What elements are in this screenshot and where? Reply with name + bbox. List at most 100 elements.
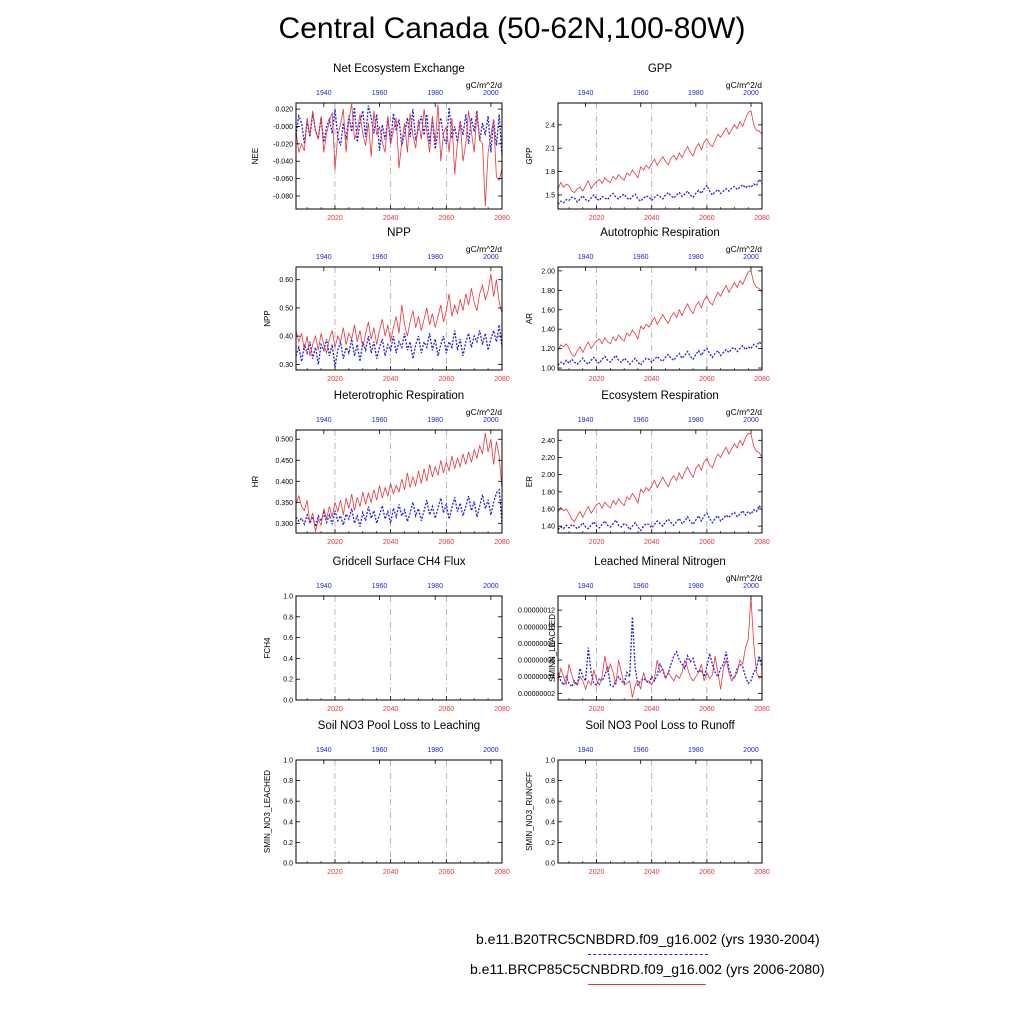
x-bottom-tick-label: 2040 [644, 539, 660, 546]
plot-frame [557, 595, 763, 701]
y-tick-label: 0.60 [279, 277, 293, 284]
series-historical-line [557, 504, 763, 532]
x-top-tick-label: 2000 [743, 254, 759, 261]
y-tick-label: 1.40 [541, 524, 555, 531]
x-bottom-tick-label: 2020 [589, 215, 605, 222]
x-top-tick-label: 2000 [483, 90, 499, 97]
y-axis-label: FCH4 [263, 637, 272, 658]
panel-npp: NPP gC/m^2/d 0.30 0.40 0.50 0.60 2020 2040 2060 2… [263, 227, 510, 383]
x-top-tick-label: 1960 [633, 417, 649, 424]
x-bottom-tick-label: 2040 [644, 869, 660, 876]
y-tick-label: 1.40 [541, 327, 555, 334]
panel-title: Ecosystem Respiration [601, 390, 719, 402]
series-future-line [557, 597, 763, 698]
x-bottom-tick-label: 2020 [589, 539, 605, 546]
x-bottom-tick-label: 2040 [383, 539, 399, 546]
x-bottom-tick-label: 2040 [644, 215, 660, 222]
y-tick-label: 0.0 [545, 861, 555, 868]
units-label: gC/m^2/d [466, 407, 502, 417]
y-axis-label: NPP [263, 310, 272, 326]
x-top-tick-label: 1960 [372, 417, 388, 424]
x-top-tick-label: 1980 [427, 254, 443, 261]
y-tick-label: 0.6 [545, 799, 555, 806]
y-tick-label: 0.0 [283, 861, 293, 868]
y-axis-label: SMIN_NO3_RUNOFF [525, 772, 534, 851]
x-bottom-tick-label: 2020 [327, 215, 343, 222]
x-bottom-tick-label: 2040 [644, 376, 660, 383]
x-bottom-tick-label: 2080 [754, 376, 770, 383]
x-top-tick-label: 1980 [427, 747, 443, 754]
x-top-tick-label: 1940 [316, 747, 332, 754]
y-axis-label: AR [525, 313, 534, 324]
y-tick-label: -0.060 [273, 176, 293, 183]
x-bottom-tick-label: 2080 [494, 215, 510, 222]
y-tick-label: -0.080 [273, 193, 293, 200]
x-bottom-tick-label: 2060 [699, 706, 715, 713]
y-tick-label: 1.60 [541, 506, 555, 513]
y-tick-label: 0.2 [545, 840, 555, 847]
y-axis-label: GPP [525, 148, 534, 165]
series-future-line [557, 432, 763, 523]
y-tick-label: 0.00000002 [518, 691, 555, 698]
y-axis-label: NEE [251, 148, 260, 164]
x-top-tick-label: 1980 [688, 254, 704, 261]
y-tick-label: 0.00000012 [518, 608, 555, 615]
y-tick-label: 0.500 [275, 437, 293, 444]
panel-title: Leached Mineral Nitrogen [594, 556, 726, 568]
x-top-tick-label: 1980 [427, 90, 443, 97]
legend-case1-swatch [588, 954, 708, 955]
x-bottom-tick-label: 2060 [699, 539, 715, 546]
series-future-line [295, 103, 503, 207]
y-axis-label: ER [525, 476, 534, 487]
x-bottom-tick-label: 2060 [439, 376, 455, 383]
x-bottom-tick-label: 2080 [754, 215, 770, 222]
x-top-tick-label: 2000 [743, 747, 759, 754]
x-bottom-tick-label: 2020 [589, 376, 605, 383]
y-tick-label: 1.0 [283, 758, 293, 765]
legend-case2-label: b.e11.BRCP85C5CNBDRD.f09_g16.002 (yrs 20… [470, 961, 825, 977]
y-tick-label: 0.00000008 [518, 641, 555, 648]
panel-smin-no3-runoff: Soil NO3 Pool Loss to Runoff 0.0 0.2 0.4 0.6… [525, 720, 770, 876]
y-tick-label: 0.6 [283, 635, 293, 642]
y-tick-label: -0.000 [273, 124, 293, 131]
x-bottom-tick-label: 2040 [383, 215, 399, 222]
x-top-tick-label: 1980 [427, 583, 443, 590]
units-label: gC/m^2/d [726, 407, 762, 417]
y-tick-label: 0.00000010 [518, 624, 555, 631]
y-tick-label: 0.2 [283, 840, 293, 847]
x-bottom-tick-label: 2080 [494, 539, 510, 546]
x-bottom-tick-label: 2040 [383, 376, 399, 383]
x-bottom-tick-label: 2020 [327, 869, 343, 876]
y-tick-label: 2.20 [541, 455, 555, 462]
units-label: gC/m^2/d [466, 244, 502, 254]
series-historical-line [295, 488, 503, 530]
x-top-tick-label: 2000 [483, 254, 499, 261]
x-bottom-tick-label: 2060 [439, 869, 455, 876]
x-top-tick-label: 1960 [633, 747, 649, 754]
plot-frame [295, 759, 503, 864]
x-top-tick-label: 1940 [578, 747, 594, 754]
x-bottom-tick-label: 2020 [327, 706, 343, 713]
panel-gpp: GPP gC/m^2/d 1.5 1.8 2.1 2.4 2020 2040 2060 2080 1… [525, 63, 770, 222]
y-tick-label: 1.0 [545, 758, 555, 765]
panel-ar: Autotrophic Respiration gC/m^2/d 1.00 1.20 1… [525, 227, 770, 383]
panel-title: Heterotrophic Respiration [334, 390, 464, 402]
x-top-tick-label: 1960 [372, 583, 388, 590]
legend-case1-label: b.e11.B20TRC5CNBDRD.f09_g16.002 (yrs 193… [476, 931, 820, 947]
series-historical-line [295, 324, 503, 368]
series-historical-line [557, 178, 763, 205]
x-top-tick-label: 2000 [743, 417, 759, 424]
y-tick-label: 0.50 [279, 305, 293, 312]
x-top-tick-label: 1940 [578, 417, 594, 424]
y-tick-label: 0.00000004 [518, 674, 555, 681]
x-top-tick-label: 1980 [688, 417, 704, 424]
series-historical-line [557, 616, 763, 688]
x-top-tick-label: 2000 [743, 583, 759, 590]
plot-frame [295, 102, 503, 210]
y-tick-label: 0.4 [283, 656, 293, 663]
y-tick-label: 1.80 [541, 288, 555, 295]
